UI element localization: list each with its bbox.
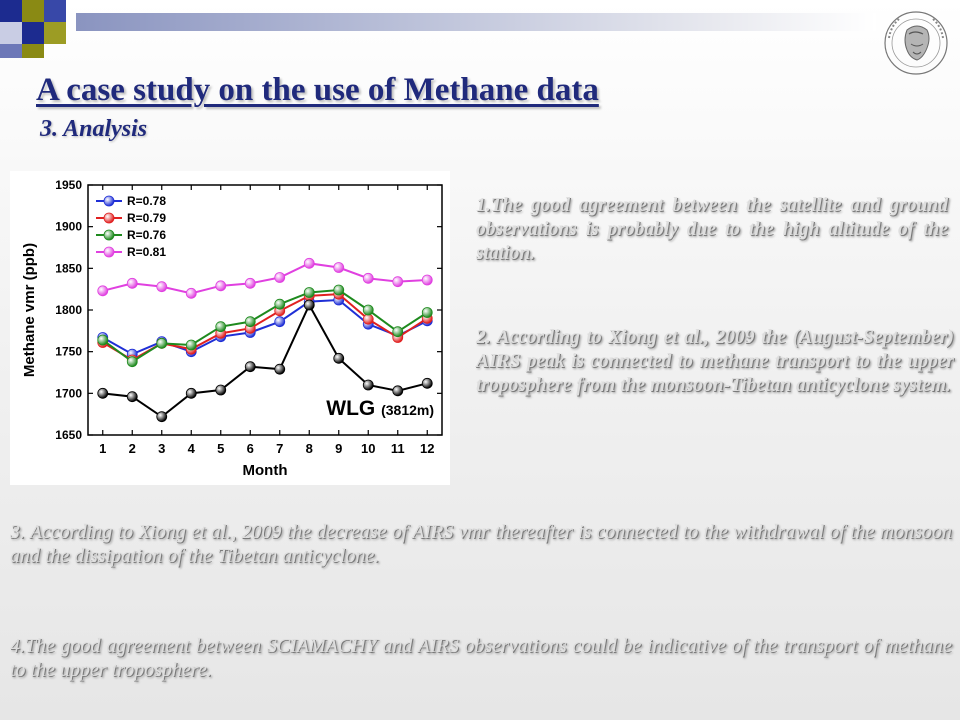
deco-square-blue: [44, 0, 66, 22]
data-point-series-4: [333, 262, 345, 273]
header-gradient-bar: [76, 13, 876, 31]
methane-chart: 1650 1700 1750 1800 1850 1900 1950 1 2 3 4 5 6 7 8 9 10 1…: [10, 171, 450, 485]
deco-square-olive: [22, 0, 44, 22]
data-point-series-4: [274, 272, 286, 283]
data-point-series-4: [362, 272, 374, 284]
legend-label: R=0.78: [127, 194, 166, 208]
data-point-series-1: [274, 316, 286, 328]
data-point-series-3: [97, 334, 109, 346]
data-point-series-5: [156, 411, 168, 423]
section-subtitle: 3. Analysis: [40, 116, 148, 142]
data-point-series-3: [185, 339, 197, 351]
header-decoration: [0, 0, 960, 60]
x-tick-label: 9: [335, 441, 342, 456]
data-point-series-5: [244, 361, 256, 373]
x-tick-label: 3: [158, 441, 165, 456]
data-point-series-3: [333, 284, 345, 296]
data-point-series-4: [421, 274, 433, 286]
x-tick-label: 5: [217, 441, 224, 456]
legend-marker: [103, 195, 115, 207]
paragraph-1: 1.The good agreement between the satelli…: [476, 195, 948, 264]
x-tick-label: 4: [188, 441, 196, 456]
x-tick-label: 10: [361, 441, 375, 456]
station-annotation: WLG (3812m): [326, 397, 434, 420]
deco-square-blue: [0, 0, 22, 22]
data-point-series-5: [97, 387, 109, 399]
data-point-series-5: [392, 385, 404, 397]
y-tick-label: 1750: [55, 345, 82, 359]
university-seal-icon: [884, 11, 948, 75]
data-point-series-4: [392, 276, 404, 288]
legend-label: R=0.79: [127, 211, 166, 225]
data-point-series-5: [421, 377, 433, 389]
y-tick-label: 1850: [55, 261, 82, 275]
data-point-series-5: [126, 391, 138, 403]
y-axis-label: Methane vmr (ppb): [21, 243, 38, 377]
legend-marker: [103, 246, 115, 258]
x-axis-label: Month: [243, 462, 288, 479]
deco-square-olive: [22, 44, 44, 58]
data-point-series-3: [244, 316, 256, 328]
data-point-series-5: [303, 299, 315, 311]
x-tick-label: 11: [391, 441, 405, 456]
series-line-4: [102, 262, 428, 295]
legend-marker: [103, 212, 115, 224]
deco-square-blue: [22, 22, 44, 44]
deco-square-light: [0, 22, 22, 44]
data-point-series-2: [362, 313, 374, 325]
x-tick-label: 7: [276, 441, 283, 456]
data-point-series-4: [126, 277, 138, 289]
data-point-series-4: [185, 287, 197, 299]
data-point-series-4: [97, 285, 109, 297]
page-title: A case study on the use of Methane data: [36, 72, 599, 108]
data-point-series-3: [126, 356, 138, 368]
data-point-series-5: [185, 387, 197, 399]
deco-square-olive: [44, 22, 66, 44]
y-tick-label: 1950: [55, 178, 82, 192]
series-line-1: [102, 298, 428, 356]
legend-label: R=0.76: [127, 228, 166, 242]
data-point-series-3: [215, 321, 227, 333]
data-point-series-5: [215, 384, 227, 396]
data-point-series-5: [333, 352, 345, 364]
x-tick-label: 2: [129, 441, 136, 456]
y-tick-label: 1650: [55, 428, 82, 442]
data-point-series-4: [156, 281, 168, 293]
x-tick-label: 1: [99, 441, 106, 456]
data-point-series-4: [215, 280, 227, 292]
data-point-series-3: [274, 298, 286, 310]
y-tick-label: 1700: [55, 386, 82, 400]
data-point-series-5: [274, 363, 286, 375]
legend-marker: [103, 229, 115, 241]
data-point-series-4: [244, 277, 256, 289]
paragraph-2: 2. According to Xiong et al., 2009 the (…: [476, 327, 954, 396]
data-point-series-3: [303, 287, 315, 298]
series-line-3: [102, 288, 428, 363]
x-tick-label: 6: [247, 441, 254, 456]
paragraph-4: 4.The good agreement between SCIAMACHY a…: [10, 635, 952, 681]
data-point-series-3: [421, 307, 433, 318]
y-tick-label: 1800: [55, 303, 82, 317]
data-point-series-3: [156, 337, 168, 349]
data-point-series-3: [392, 326, 404, 338]
x-tick-label: 8: [306, 441, 313, 456]
paragraph-3: 3. According to Xiong et al., 2009 the d…: [10, 521, 952, 567]
y-tick-label: 1900: [55, 220, 82, 234]
deco-square-blue: [0, 44, 22, 58]
data-point-series-5: [362, 379, 374, 391]
data-point-series-4: [303, 257, 315, 269]
x-tick-label: 12: [420, 441, 434, 456]
legend-label: R=0.81: [127, 245, 166, 259]
data-point-series-3: [362, 304, 374, 316]
